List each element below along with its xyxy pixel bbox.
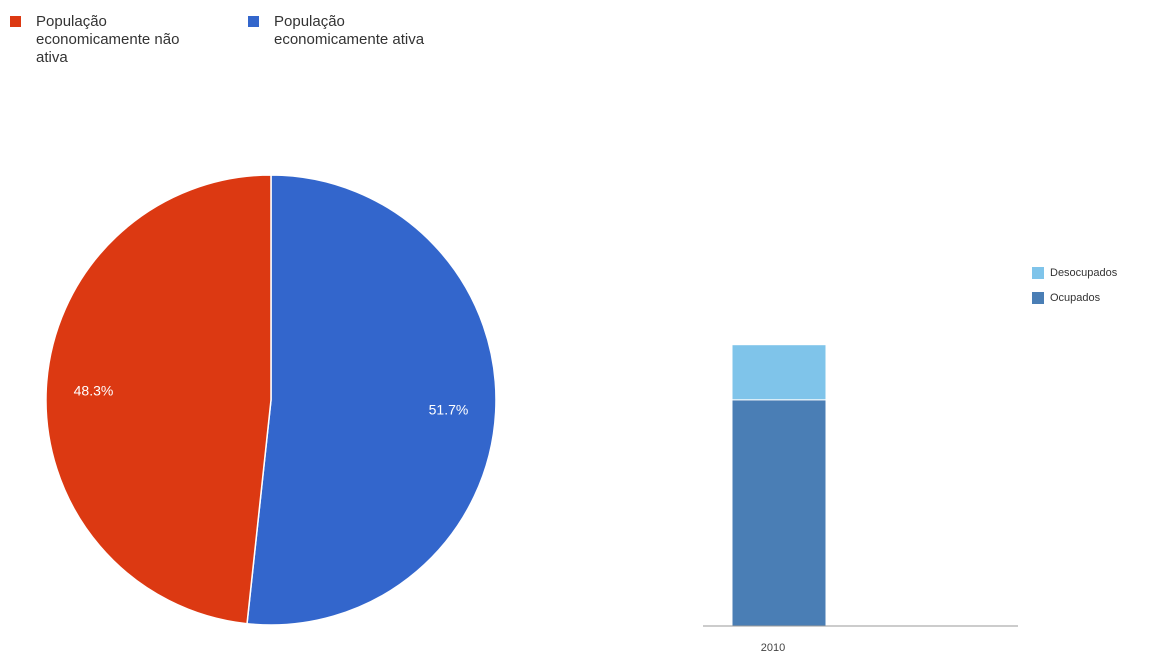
bar-segment-desocupados xyxy=(731,344,827,401)
legend-swatch-ocupados xyxy=(1032,292,1044,304)
bar-legend-item-desocupados: Desocupados xyxy=(1032,266,1117,280)
pie-slice-ativa xyxy=(246,174,497,626)
pie-legend-item-nao-ativa: População economicamente não ativa xyxy=(10,13,201,67)
legend-swatch-ativa xyxy=(248,16,259,27)
bar-tick-label-2010: 2010 xyxy=(761,642,785,654)
pie-slice-nao-ativa xyxy=(45,174,272,625)
bar-segment-ocupados xyxy=(731,399,827,627)
legend-swatch-nao-ativa xyxy=(10,16,21,27)
pie-legend-item-ativa: População economicamente ativa xyxy=(248,13,439,49)
legend-label-nao-ativa: População economicamente não ativa xyxy=(36,13,180,66)
legend-label-ativa: População economicamente ativa xyxy=(274,13,425,48)
legend-label-desocupados: Desocupados xyxy=(1050,267,1118,279)
pie-label-ativa: 51.7% xyxy=(429,401,469,417)
legend-swatch-desocupados xyxy=(1032,267,1044,279)
legend-label-ocupados: Ocupados xyxy=(1050,292,1101,304)
pie-label-nao-ativa: 48.3% xyxy=(74,383,114,399)
bar-legend-item-ocupados: Ocupados xyxy=(1032,291,1100,305)
